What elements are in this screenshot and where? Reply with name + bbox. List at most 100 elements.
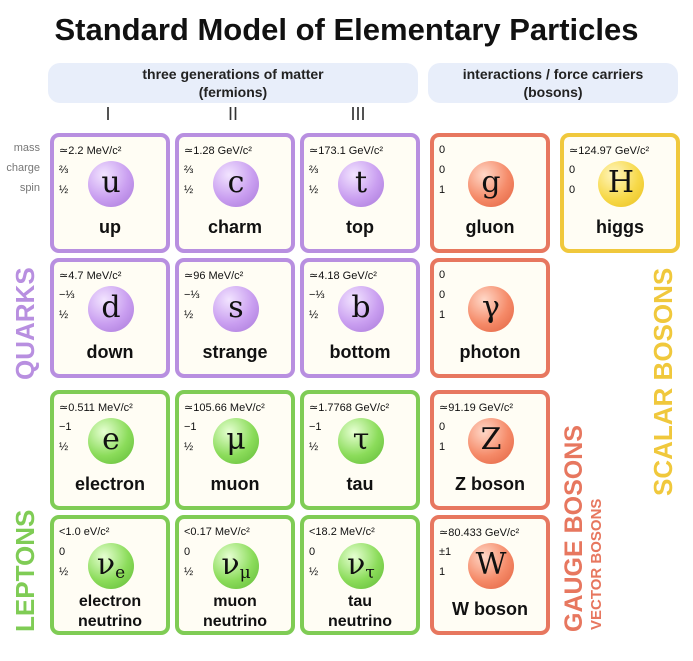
spin: ½	[309, 566, 319, 578]
mass: ≃4.7 MeV/c²	[59, 270, 122, 282]
row-label: spin	[19, 182, 40, 194]
charge: 0	[184, 546, 191, 558]
particle-name: neutrino	[203, 613, 267, 630]
particle-card: ≃173.1 GeV/c² ⅔ ½ t top	[300, 133, 420, 253]
spin: 1	[439, 441, 446, 453]
spin: ½	[309, 309, 319, 321]
generation-label: II	[227, 104, 238, 124]
particle-symbol: t	[338, 161, 384, 207]
symbol: H	[607, 165, 635, 200]
symbol: e	[102, 422, 120, 457]
mass: ≃0.511 MeV/c²	[59, 402, 133, 414]
particle-symbol: ντ	[338, 543, 384, 589]
charge: ⅔	[309, 164, 319, 176]
spin: 1	[439, 566, 446, 578]
particle-symbol: γ	[468, 286, 514, 332]
charge: 0	[439, 164, 446, 176]
group-label: QUARKS	[10, 267, 40, 380]
charge: −⅓	[59, 289, 75, 301]
charge: −⅓	[184, 289, 200, 301]
particle-card: ≃105.66 MeV/c² −1 ½ μ muon	[175, 390, 295, 510]
particle-name: top	[346, 217, 374, 237]
symbol: b	[351, 290, 371, 325]
particle-card: ≃4.18 GeV/c² −⅓ ½ b bottom	[300, 258, 420, 378]
row-label: charge	[6, 162, 40, 174]
particle-symbol: c	[213, 161, 259, 207]
particle-name: charm	[207, 217, 263, 237]
charge: 0	[309, 546, 316, 558]
particle-name: higgs	[596, 217, 644, 237]
particle-card: 0 0 1 g gluon	[430, 133, 550, 253]
particle-card: <0.17 MeV/c² 0 ½ νμ muon neutrino	[175, 515, 295, 635]
particle-symbol: νe	[88, 543, 134, 589]
charge: −1	[184, 421, 197, 433]
mass: <1.0 eV/c²	[59, 526, 110, 538]
particle-symbol: b	[338, 286, 384, 332]
group-label: VECTOR BOSONS	[588, 498, 605, 630]
symbol-subscript: μ	[239, 563, 251, 583]
particle-name: neutrino	[328, 613, 392, 630]
particle-name: W boson	[452, 599, 528, 619]
particle-card: ≃91.19 GeV/c² 0 1 Z Z boson	[430, 390, 550, 510]
mass: ≃1.28 GeV/c²	[184, 145, 252, 157]
symbol: ν	[96, 547, 116, 582]
charge: 0	[59, 546, 66, 558]
charge: 0	[439, 289, 446, 301]
mass: ≃96 MeV/c²	[184, 270, 244, 282]
particle-name: electron	[78, 593, 142, 610]
particle-symbol: e	[88, 418, 134, 464]
particle-name: gluon	[465, 217, 515, 237]
symbol: ν	[221, 547, 240, 582]
particle-name: neutrino	[78, 613, 142, 630]
charge: 0	[439, 421, 446, 433]
spin: ½	[184, 566, 194, 578]
symbol: τ	[352, 422, 370, 457]
particle-symbol: νμ	[213, 543, 259, 589]
charge: −1	[59, 421, 72, 433]
particle-symbol: H	[598, 161, 644, 207]
symbol: W	[475, 547, 507, 582]
symbol: ν	[347, 547, 366, 582]
spin: ½	[184, 184, 194, 196]
charge: −1	[309, 421, 322, 433]
particle-card: ≃2.2 MeV/c² ⅔ ½ u up	[50, 133, 170, 253]
mass: ≃173.1 GeV/c²	[309, 145, 384, 157]
symbol: γ	[482, 290, 500, 325]
particle-name: strange	[202, 342, 268, 362]
mass: 0	[439, 269, 446, 281]
generation-label: III	[350, 104, 366, 124]
particle-symbol: u	[88, 161, 134, 207]
particle-symbol: g	[468, 161, 514, 207]
group-label: SCALAR BOSONS	[648, 267, 678, 496]
symbol: c	[227, 165, 245, 200]
symbol-subscript: e	[115, 563, 126, 583]
particle-name: electron	[74, 474, 146, 494]
particle-name: muon	[213, 593, 257, 610]
particle-card: 0 0 1 γ photon	[430, 258, 550, 378]
particle-name: tau	[348, 593, 372, 610]
mass: ≃1.7768 GeV/c²	[309, 402, 390, 414]
spin: ½	[59, 184, 69, 196]
particle-symbol: μ	[213, 418, 259, 464]
particle-symbol: d	[88, 286, 134, 332]
particle-card: ≃4.7 MeV/c² −⅓ ½ d down	[50, 258, 170, 378]
particle-card: ≃96 MeV/c² −⅓ ½ s strange	[175, 258, 295, 378]
group-label: GAUGE BOSONS	[560, 425, 588, 632]
mass: ≃124.97 GeV/c²	[569, 145, 650, 157]
group-label: LEPTONS	[10, 509, 40, 632]
symbol: g	[481, 165, 501, 200]
spin: ½	[184, 309, 194, 321]
particle-name: up	[99, 217, 121, 237]
spin: ½	[59, 441, 69, 453]
symbol: t	[354, 165, 368, 200]
spin: 0	[569, 184, 576, 196]
particle-name: bottom	[329, 342, 391, 362]
charge: ±1	[439, 546, 452, 558]
mass: ≃4.18 GeV/c²	[309, 270, 377, 282]
symbol-subscript: τ	[365, 563, 375, 583]
particle-card: <1.0 eV/c² 0 ½ νe electron neutrino	[50, 515, 170, 635]
charge: 0	[569, 164, 576, 176]
charge: −⅓	[309, 289, 325, 301]
